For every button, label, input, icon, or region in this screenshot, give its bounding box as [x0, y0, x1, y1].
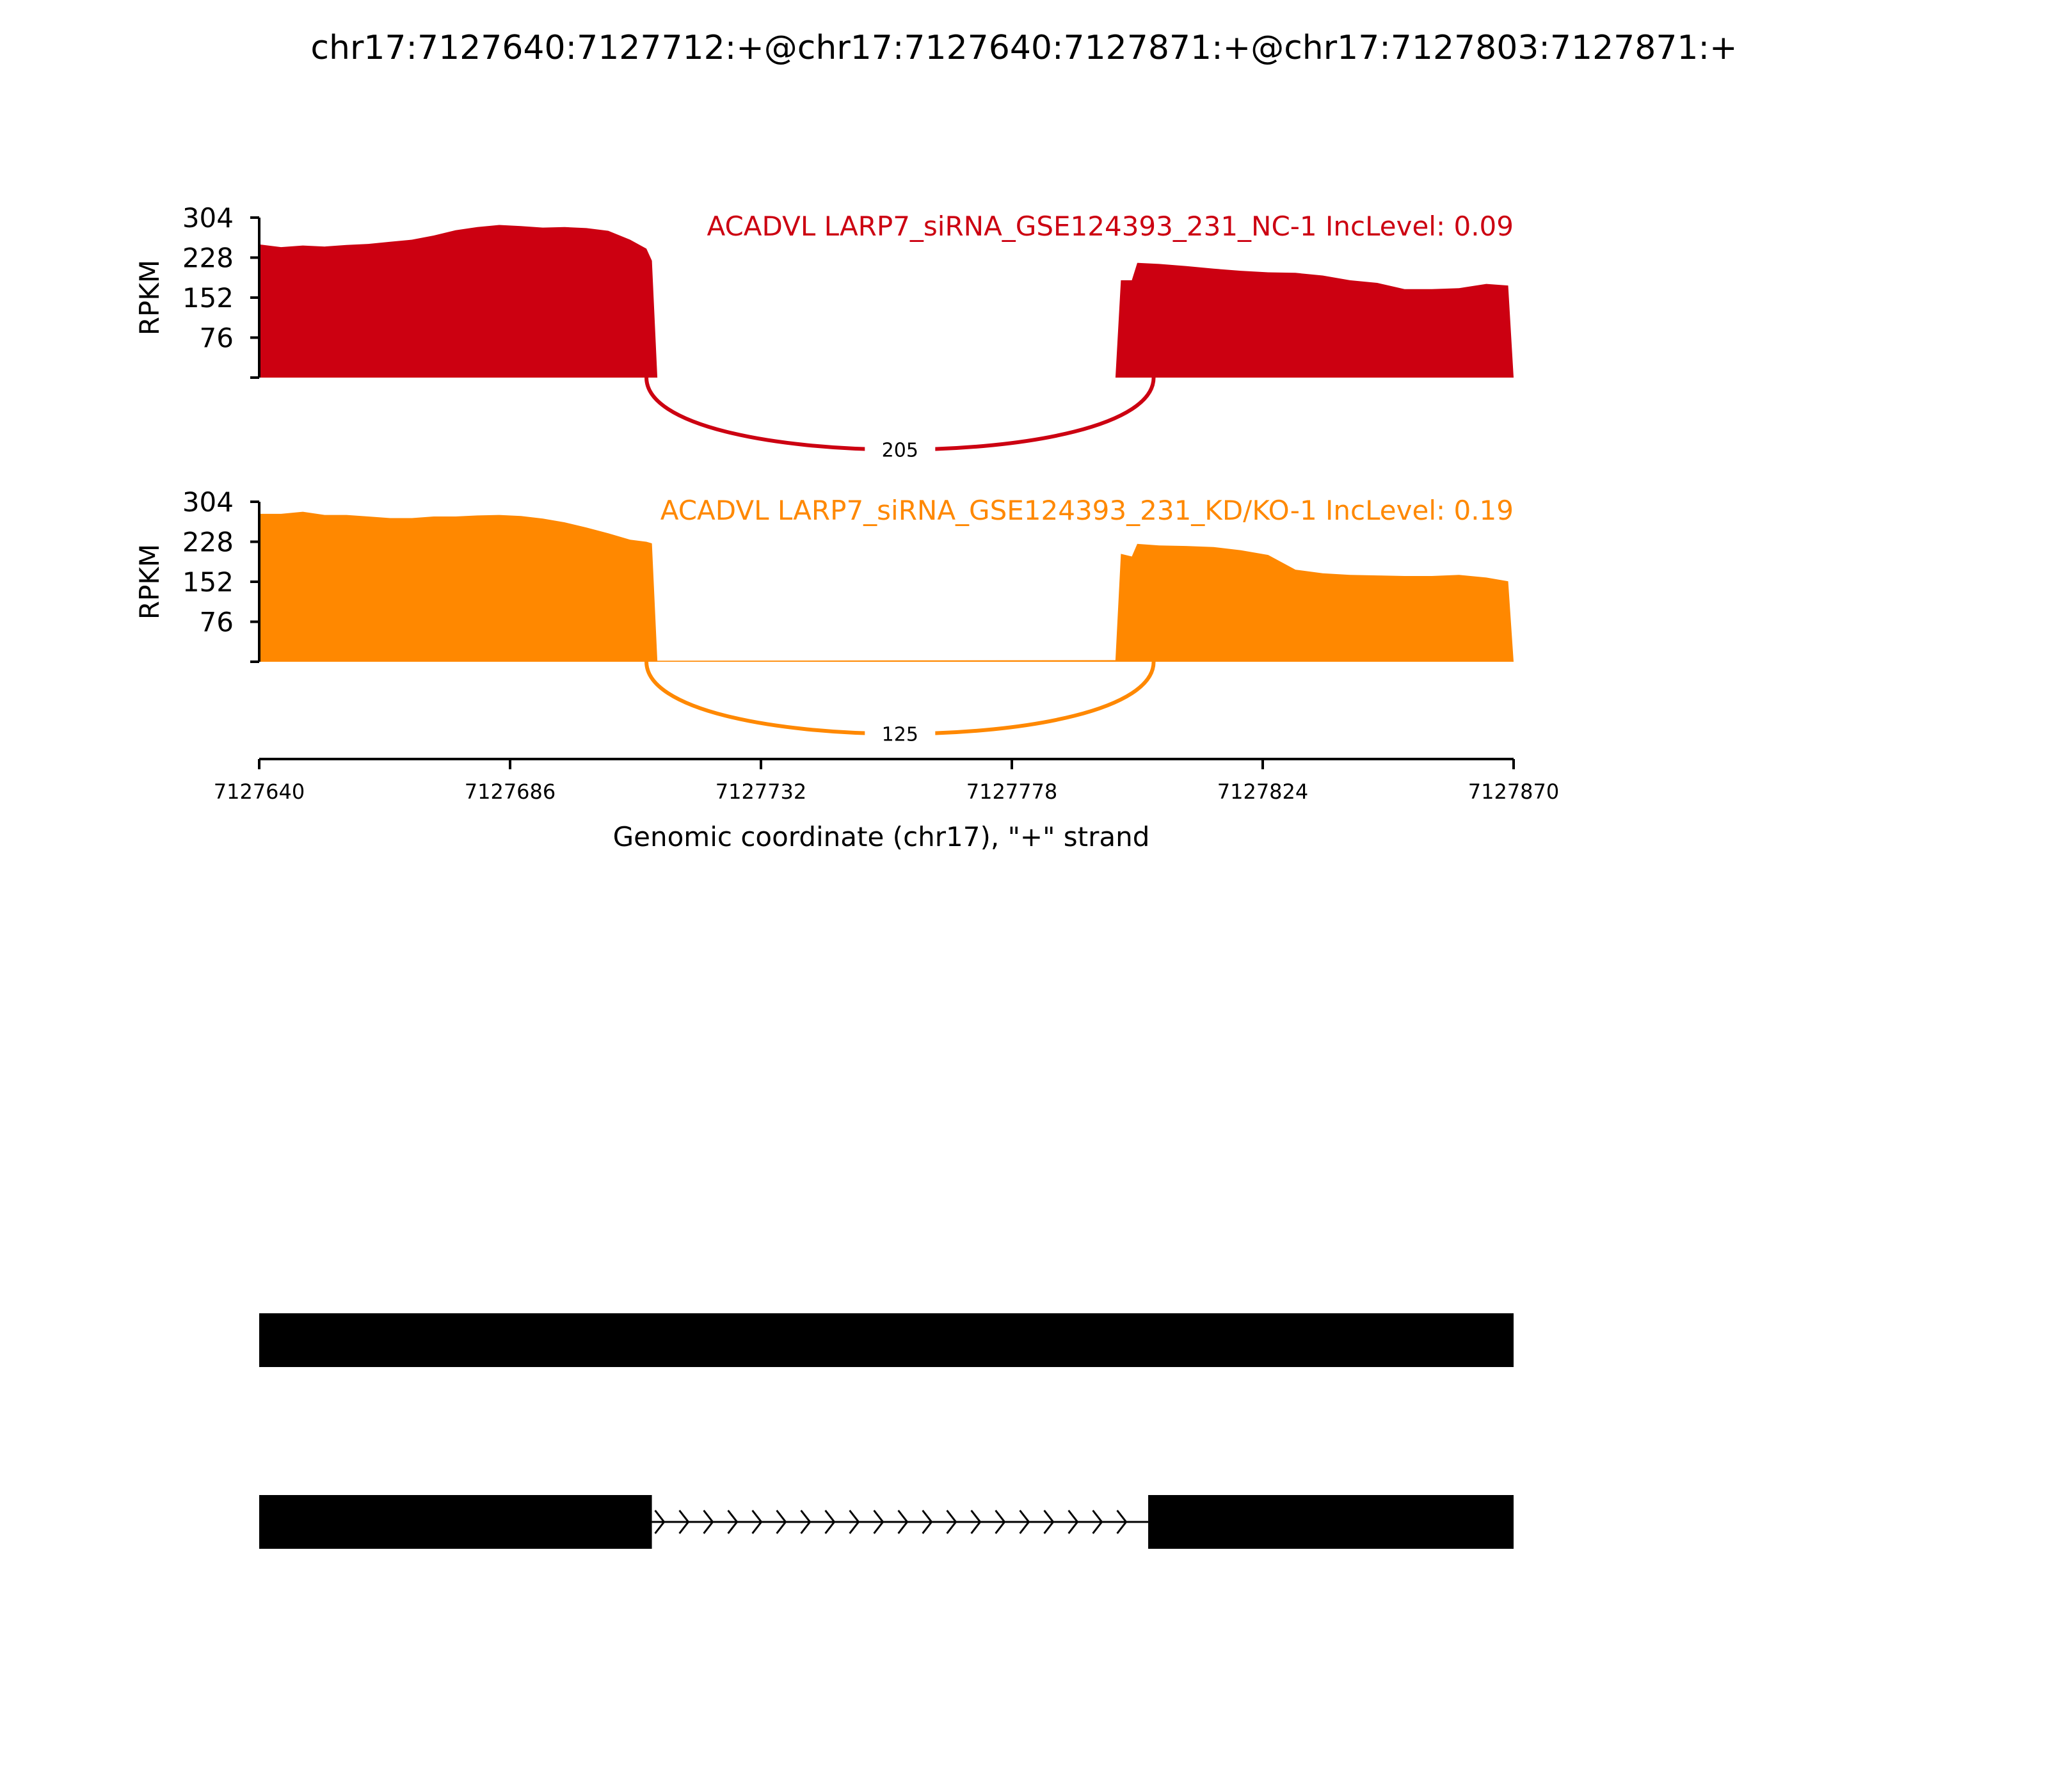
strand-chevron [946, 1510, 957, 1534]
y-tick-label: 76 [200, 607, 234, 638]
transcript [259, 1495, 1514, 1549]
y-axis-label: RPKM [134, 544, 165, 620]
coverage-panel: 304 228 152 76 RPKM ACADVL LARP7_siRNA_GSE124… [134, 202, 1514, 467]
y-tick-label: 152 [182, 282, 234, 314]
chart-title: chr17:7127640:7127712:+@chr17:7127640:71… [310, 29, 1737, 67]
strand-chevron [824, 1510, 836, 1534]
strand-chevron [922, 1510, 933, 1534]
y-tick-label: 304 [182, 486, 234, 518]
y-tick-label: 228 [182, 243, 234, 274]
y-tick-label: 152 [182, 566, 234, 598]
strand-chevron [1068, 1510, 1079, 1534]
exon-block [259, 1313, 1514, 1367]
strand-chevron [776, 1510, 787, 1534]
y-tick-label: 228 [182, 527, 234, 558]
transcript-models [259, 1313, 1514, 1549]
exon-block [1148, 1495, 1514, 1549]
junction-count-label: 125 [882, 724, 918, 746]
strand-chevron [897, 1510, 909, 1534]
coverage-area [259, 225, 1514, 378]
strand-chevron [1043, 1510, 1055, 1534]
x-axis: Genomic coordinate (chr17), "+" strand 7… [214, 758, 1560, 852]
strand-chevron [1092, 1510, 1103, 1534]
strand-chevron [727, 1510, 739, 1534]
strand-chevron [970, 1510, 982, 1534]
strand-chevron [849, 1510, 860, 1534]
coverage-area [259, 511, 1514, 662]
x-tick-label: 7127640 [214, 780, 305, 804]
y-axis-label: RPKM [134, 260, 165, 335]
strand-chevron [751, 1510, 763, 1534]
strand-chevron [703, 1510, 714, 1534]
x-tick-label: 7127870 [1468, 780, 1560, 804]
x-tick-label: 7127732 [716, 780, 807, 804]
x-tick-label: 7127686 [465, 780, 556, 804]
x-tick-label: 7127824 [1217, 780, 1309, 804]
strand-chevron [995, 1510, 1006, 1534]
strand-chevron [654, 1510, 666, 1534]
x-axis-label: Genomic coordinate (chr17), "+" strand [613, 821, 1150, 852]
strand-chevron [1019, 1510, 1030, 1534]
strand-chevron [800, 1510, 812, 1534]
junction-count-label: 205 [882, 440, 918, 462]
junction-label-box [865, 717, 936, 751]
y-tick-label: 76 [200, 323, 234, 354]
transcript [259, 1313, 1514, 1367]
coverage-panel: 304 228 152 76 RPKM ACADVL LARP7_siRNA_GSE124… [134, 486, 1514, 751]
junction-label-box [865, 433, 936, 467]
coverage-panels: 304 228 152 76 RPKM ACADVL LARP7_siRNA_GSE124… [134, 202, 1514, 751]
x-tick-label: 7127778 [966, 780, 1058, 804]
sample-label: ACADVL LARP7_siRNA_GSE124393_231_NC-1 In… [707, 211, 1514, 242]
y-tick-label: 304 [182, 202, 234, 234]
strand-chevron [1116, 1510, 1128, 1534]
sample-label: ACADVL LARP7_siRNA_GSE124393_231_KD/KO-1… [660, 495, 1514, 526]
strand-chevron [873, 1510, 884, 1534]
exon-block [259, 1495, 652, 1549]
strand-chevron [678, 1510, 690, 1534]
